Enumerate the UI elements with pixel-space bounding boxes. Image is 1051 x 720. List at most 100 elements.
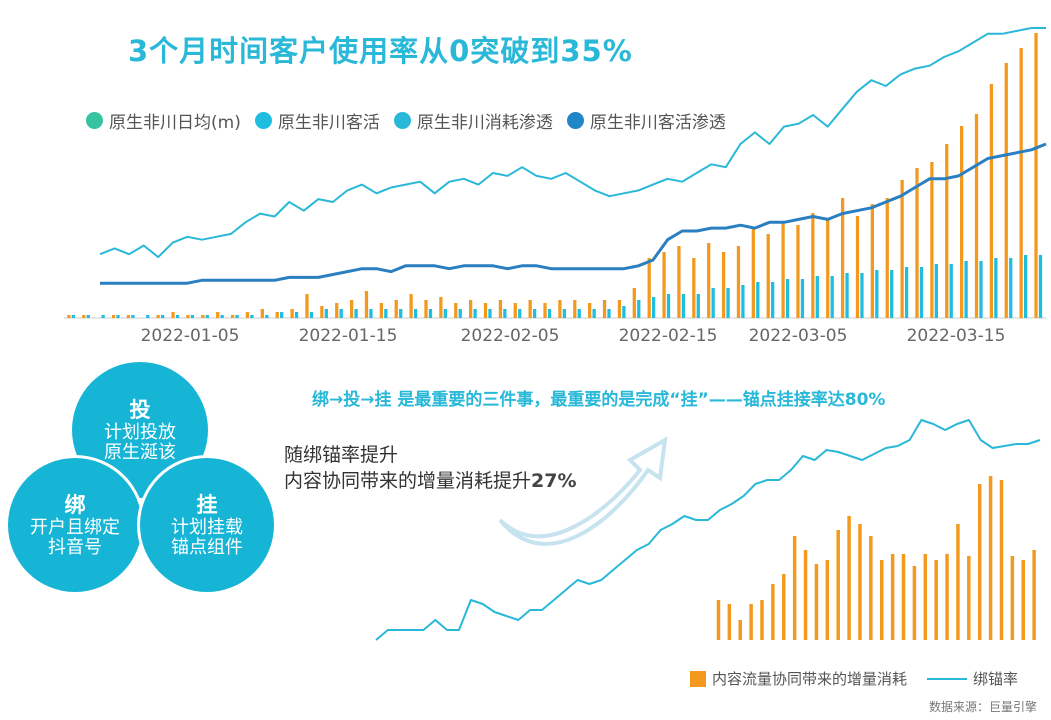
orange-bar <box>960 126 964 318</box>
orange-bar <box>335 303 339 318</box>
orange-bar <box>840 198 845 318</box>
orange-bar <box>796 225 800 318</box>
orange-bar <box>171 312 175 318</box>
increment-bar <box>727 604 732 640</box>
orange-bar <box>766 234 770 318</box>
increment-bar <box>923 554 928 640</box>
teal-bar <box>146 315 150 318</box>
orange-bar <box>111 315 116 318</box>
bottom-chart <box>375 419 1041 641</box>
teal-bar <box>354 309 358 318</box>
orange-bar <box>528 300 532 318</box>
x-tick-label: 2022-01-05 <box>141 326 240 346</box>
orange-bar <box>245 312 250 318</box>
teal-bar <box>934 264 938 318</box>
orange-bar <box>870 204 875 318</box>
orange-bar <box>320 306 324 318</box>
orange-bar <box>454 303 458 318</box>
orange-bar <box>707 243 711 318</box>
orange-bar <box>364 291 369 318</box>
anchor-rate-line <box>375 419 1041 641</box>
teal-bar <box>518 309 522 318</box>
legend-item-penetration: 原生非川客活渗透 <box>566 108 726 133</box>
teal-bar <box>175 315 180 318</box>
consumption-penetration-line <box>99 27 1046 259</box>
orange-bar <box>349 300 354 318</box>
headline-2: 绑→投→挂 是最重要的三件事，最重要的是完成“挂”——锚点挂接率达80% <box>312 385 885 410</box>
teal-bar <box>637 300 641 318</box>
orange-bar <box>1019 48 1023 318</box>
teal-bar <box>101 315 105 318</box>
orange-bar <box>900 180 904 318</box>
orange-bar <box>498 300 503 318</box>
increment-bar <box>825 560 830 640</box>
title-highlight: 35% <box>560 34 633 68</box>
orange-bar <box>945 144 949 318</box>
orange-bar <box>409 294 413 318</box>
orange-bar <box>677 246 681 318</box>
increment-bar <box>945 554 949 640</box>
increment-bar <box>967 556 971 640</box>
orange-bar <box>379 303 384 318</box>
orange-bar <box>216 312 220 318</box>
line-legend-swatch <box>927 677 968 680</box>
teal-bar <box>875 270 879 318</box>
circle-line1: 开户且绑定 <box>30 517 120 538</box>
teal-bar <box>1038 255 1043 318</box>
orange-bar <box>469 300 473 318</box>
teal-bar <box>503 309 507 318</box>
increment-bar <box>1010 556 1015 640</box>
orange-bar <box>989 84 994 318</box>
teal-bar <box>532 309 537 318</box>
legend-item-active: 原生非川客活 <box>254 108 380 133</box>
increment-bar <box>912 566 917 640</box>
orange-bar <box>662 252 666 318</box>
teal-bar <box>696 294 700 318</box>
orange-bar <box>290 309 294 318</box>
teal-bar <box>190 315 195 318</box>
orange-bar <box>260 309 264 318</box>
orange-bar <box>751 228 755 318</box>
teal-bar <box>652 297 656 318</box>
orange-bar <box>736 246 741 318</box>
orange-bar <box>915 168 919 318</box>
teal-bar <box>428 309 433 318</box>
chart-title: 3个月时间客户使用率从0突破到35% <box>128 28 633 70</box>
teal-bar <box>458 309 462 318</box>
teal-bar <box>116 315 120 318</box>
teal-bar <box>815 276 819 318</box>
headline-text: 绑→投→挂 是最重要的三件事，最重要的是完成“挂”——锚点挂接率达 <box>312 390 845 410</box>
teal-bar <box>250 315 254 318</box>
orange-bar <box>692 258 696 318</box>
increment-bar <box>836 530 840 640</box>
orange-bar <box>647 258 651 318</box>
teal-bar <box>369 309 373 318</box>
bar-legend-swatch <box>690 670 706 687</box>
note-line2-pct: 27% <box>531 470 577 492</box>
orange-bar <box>617 300 622 318</box>
legend-label: 原生非川日均(m) <box>109 113 241 133</box>
legend-item-daily: 原生非川日均(m) <box>86 108 241 133</box>
bar-legend-label: 内容流量协同带来的增量消耗 <box>712 670 908 688</box>
orange-bar <box>602 300 607 318</box>
increment-bar <box>738 620 742 640</box>
orange-bar <box>1034 33 1038 318</box>
increment-bar <box>847 516 851 640</box>
note-line1: 随绑锚率提升 <box>284 444 399 466</box>
teal-bar <box>413 309 418 318</box>
teal-bar <box>860 273 864 318</box>
circle-line1: 计划挂载 <box>171 517 243 538</box>
x-tick-label: 2022-02-15 <box>619 326 718 346</box>
increment-bar <box>934 560 938 640</box>
orange-bar <box>275 312 279 318</box>
orange-bar <box>1004 63 1008 318</box>
circle-line2: 抖音号 <box>48 537 102 558</box>
increment-bar <box>749 604 753 640</box>
teal-bar <box>443 309 447 318</box>
x-tick-label: 2022-03-05 <box>749 326 848 346</box>
circle-head: 挂 <box>196 493 218 517</box>
teal-bar <box>547 309 552 318</box>
teal-bar <box>131 315 135 318</box>
teal-bar <box>666 294 671 318</box>
teal-bar <box>964 261 968 318</box>
